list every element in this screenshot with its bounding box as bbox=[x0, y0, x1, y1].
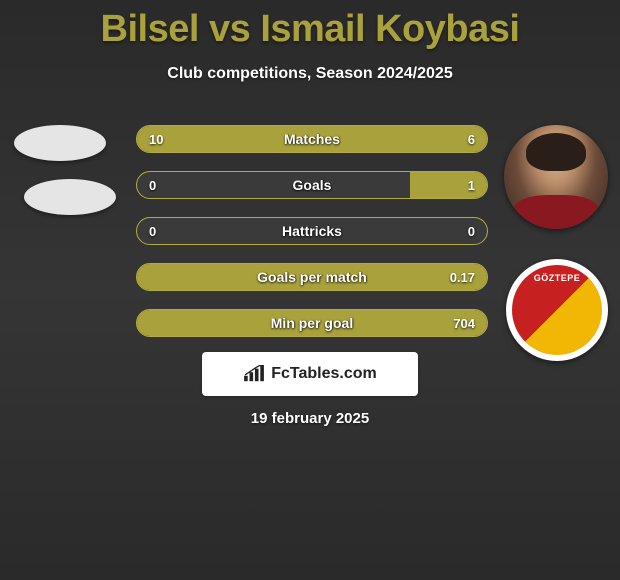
stat-row: 704Min per goal bbox=[136, 309, 488, 337]
comparison-area: 106Matches01Goals00Hattricks0.17Goals pe… bbox=[0, 111, 620, 371]
fctables-badge[interactable]: FcTables.com bbox=[202, 352, 418, 396]
subtitle: Club competitions, Season 2024/2025 bbox=[0, 65, 620, 83]
badge-text: FcTables.com bbox=[271, 365, 377, 383]
page-title: Bilsel vs Ismail Koybasi bbox=[0, 0, 620, 51]
stat-fill-right bbox=[137, 310, 487, 336]
stat-bars: 106Matches01Goals00Hattricks0.17Goals pe… bbox=[136, 125, 488, 355]
stat-row: 0 0Hattricks bbox=[136, 217, 488, 245]
stat-value-left: 0 bbox=[149, 172, 156, 198]
stat-value-right: 0 bbox=[468, 218, 475, 244]
stat-row: 0.17Goals per match bbox=[136, 263, 488, 291]
player-right-avatar bbox=[504, 125, 608, 229]
stat-label: Hattricks bbox=[137, 218, 487, 244]
stat-fill-left bbox=[137, 126, 356, 152]
bar-chart-icon bbox=[243, 365, 265, 383]
stat-row: 106Matches bbox=[136, 125, 488, 153]
stat-row: 01Goals bbox=[136, 171, 488, 199]
stat-fill-right bbox=[137, 264, 487, 290]
stat-fill-right bbox=[356, 126, 487, 152]
stat-fill-right bbox=[410, 172, 487, 198]
player-left-avatar-placeholder-1 bbox=[14, 125, 106, 161]
player-left-avatar-placeholder-2 bbox=[24, 179, 116, 215]
date-label: 19 february 2025 bbox=[0, 410, 620, 427]
stat-value-left: 0 bbox=[149, 218, 156, 244]
club-logo-goztepe bbox=[506, 259, 608, 361]
